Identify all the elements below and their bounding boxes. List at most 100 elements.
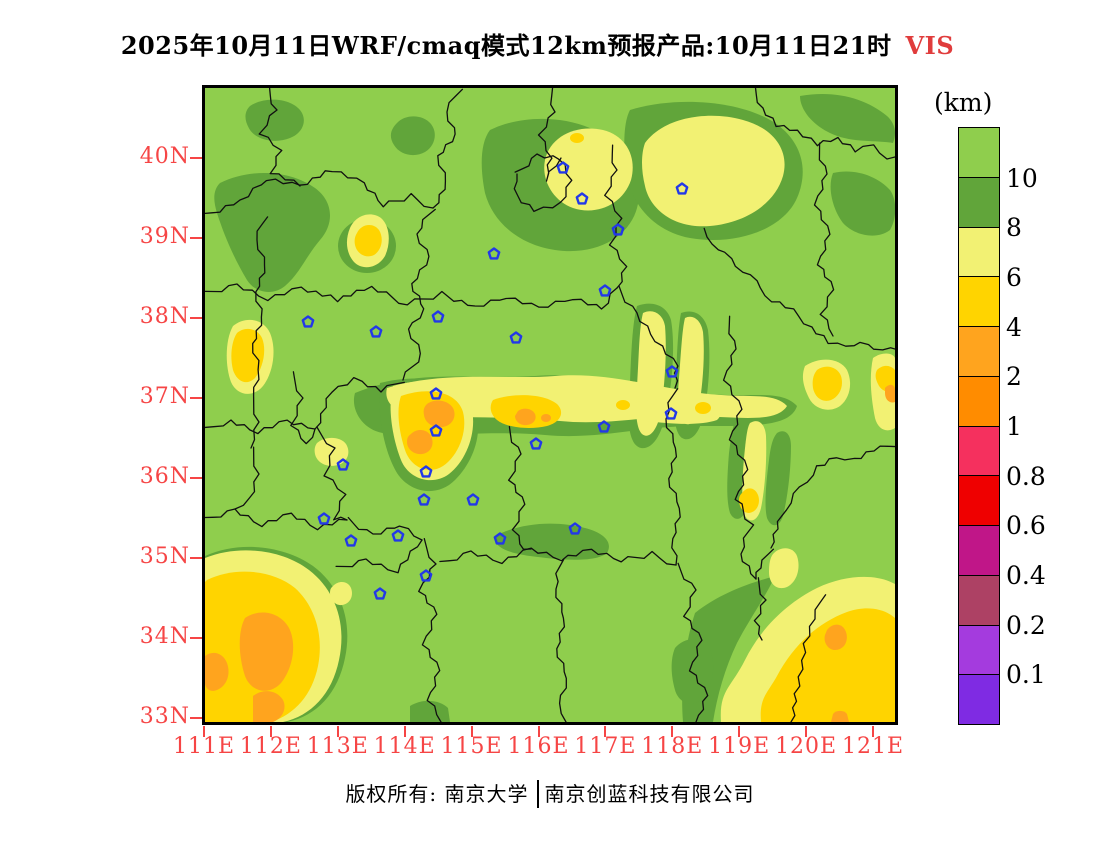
city-marker-17 bbox=[664, 407, 678, 420]
legend-box-6 bbox=[959, 426, 999, 477]
lon-tick-121E bbox=[872, 726, 874, 737]
lat-label-40N: 40N bbox=[139, 144, 190, 169]
city-marker-20 bbox=[317, 512, 331, 525]
city-marker-15 bbox=[529, 437, 543, 450]
legend-box-5 bbox=[959, 376, 999, 427]
boundary-line-5 bbox=[537, 88, 562, 182]
lon-tick-116E bbox=[537, 726, 540, 737]
footer-company: 南京创蓝科技有限公司 bbox=[544, 782, 755, 806]
lat-tick-36N bbox=[190, 477, 202, 479]
contour-band-2-4km bbox=[205, 384, 895, 722]
boundary-line-10 bbox=[316, 426, 348, 521]
city-marker-24 bbox=[568, 522, 582, 535]
boundary-line-11 bbox=[205, 508, 348, 531]
boundary-line-17 bbox=[722, 315, 757, 580]
lon-label-118E: 118E bbox=[641, 734, 704, 759]
boundary-line-28 bbox=[755, 548, 775, 580]
legend-label-8: 8 bbox=[1006, 213, 1022, 243]
boundary-line-23 bbox=[314, 376, 405, 430]
lon-label-113E: 113E bbox=[306, 734, 369, 759]
legend-label-0.1: 0.1 bbox=[1006, 660, 1046, 690]
boundary-line-27 bbox=[335, 539, 423, 574]
legend-box-0 bbox=[959, 128, 999, 178]
city-marker-13 bbox=[417, 493, 431, 506]
legend-box-10 bbox=[959, 625, 999, 676]
legend-box-8 bbox=[959, 526, 999, 576]
boundary-line-19 bbox=[770, 445, 895, 549]
boundary-line-21 bbox=[754, 88, 895, 160]
boundary-line-22 bbox=[813, 142, 835, 337]
city-marker-12 bbox=[419, 465, 433, 478]
lat-tick-33N bbox=[190, 717, 202, 719]
legend-label-0.8: 0.8 bbox=[1006, 461, 1046, 491]
boundary-line-30 bbox=[250, 216, 269, 449]
boundary-line-7 bbox=[205, 283, 618, 310]
boundary-line-6 bbox=[604, 144, 628, 289]
boundary-line-18 bbox=[703, 227, 895, 351]
boundary-line-0 bbox=[205, 170, 434, 215]
city-marker-19 bbox=[336, 458, 350, 471]
city-marker-25 bbox=[373, 587, 387, 600]
administrative-boundaries bbox=[205, 88, 895, 722]
boundary-line-20 bbox=[790, 594, 827, 722]
boundary-line-29 bbox=[753, 577, 767, 641]
lat-label-38N: 38N bbox=[139, 304, 190, 329]
legend-box-3 bbox=[959, 277, 999, 327]
city-marker-2 bbox=[611, 223, 625, 236]
lon-label-119E: 119E bbox=[708, 734, 771, 759]
lat-label-37N: 37N bbox=[139, 384, 190, 409]
lon-label-112E: 112E bbox=[239, 734, 302, 759]
title-variable: VIS bbox=[905, 31, 955, 60]
city-marker-11 bbox=[429, 424, 443, 437]
city-marker-22 bbox=[391, 529, 405, 542]
boundary-line-4 bbox=[513, 153, 573, 213]
city-markers bbox=[301, 161, 689, 600]
visibility-contour-map bbox=[205, 88, 895, 722]
legend-label-0.6: 0.6 bbox=[1006, 511, 1046, 541]
lon-label-116E: 116E bbox=[507, 734, 570, 759]
legend-label-6: 6 bbox=[1006, 263, 1022, 292]
lon-label-121E: 121E bbox=[841, 734, 905, 759]
legend-label-0.2: 0.2 bbox=[1006, 610, 1046, 640]
boundary-line-3 bbox=[402, 208, 436, 381]
legend-label-0.4: 0.4 bbox=[1006, 561, 1046, 590]
boundary-line-9 bbox=[205, 419, 316, 435]
lon-label-115E: 115E bbox=[440, 734, 503, 759]
boundary-line-31 bbox=[234, 446, 260, 510]
lon-tick-119E bbox=[738, 726, 741, 737]
lon-tick-117E bbox=[604, 726, 607, 737]
lon-label-117E: 117E bbox=[574, 734, 637, 759]
boundary-line-24 bbox=[290, 371, 316, 445]
lat-tick-39N bbox=[190, 237, 202, 239]
boundary-line-16 bbox=[677, 562, 709, 722]
city-marker-1 bbox=[575, 192, 589, 205]
lat-tick-40N bbox=[190, 157, 202, 159]
legend-unit-label: (km) bbox=[934, 88, 993, 117]
legend-colorbar bbox=[958, 127, 1000, 725]
lon-label-114E: 114E bbox=[373, 734, 436, 759]
city-marker-26 bbox=[419, 569, 433, 582]
lon-tick-111E bbox=[203, 726, 205, 737]
lon-tick-114E bbox=[403, 726, 406, 737]
legend-box-9 bbox=[959, 575, 999, 626]
lat-label-36N: 36N bbox=[139, 464, 190, 489]
title-text: 2025年10月11日WRF/cmaq模式12km预报产品:10月11日21时 bbox=[120, 31, 892, 60]
lon-tick-120E bbox=[805, 726, 808, 737]
city-marker-16 bbox=[597, 420, 611, 433]
footer-owner: 版权所有: 南京大学 bbox=[345, 782, 529, 806]
boundary-line-26 bbox=[555, 558, 567, 722]
legend-label-10: 10 bbox=[1006, 163, 1038, 193]
legend-label-2: 2 bbox=[1006, 362, 1022, 392]
city-marker-6 bbox=[598, 284, 612, 297]
lat-label-34N: 34N bbox=[139, 624, 190, 649]
legend-box-1 bbox=[959, 177, 999, 228]
lat-tick-37N bbox=[190, 397, 202, 399]
legend-box-11 bbox=[959, 675, 999, 724]
lat-label-39N: 39N bbox=[139, 224, 190, 249]
legend-box-2 bbox=[959, 227, 999, 278]
city-marker-9 bbox=[431, 310, 445, 323]
boundary-line-12 bbox=[347, 516, 423, 541]
legend-box-4 bbox=[959, 327, 999, 377]
lat-label-33N: 33N bbox=[139, 704, 190, 729]
